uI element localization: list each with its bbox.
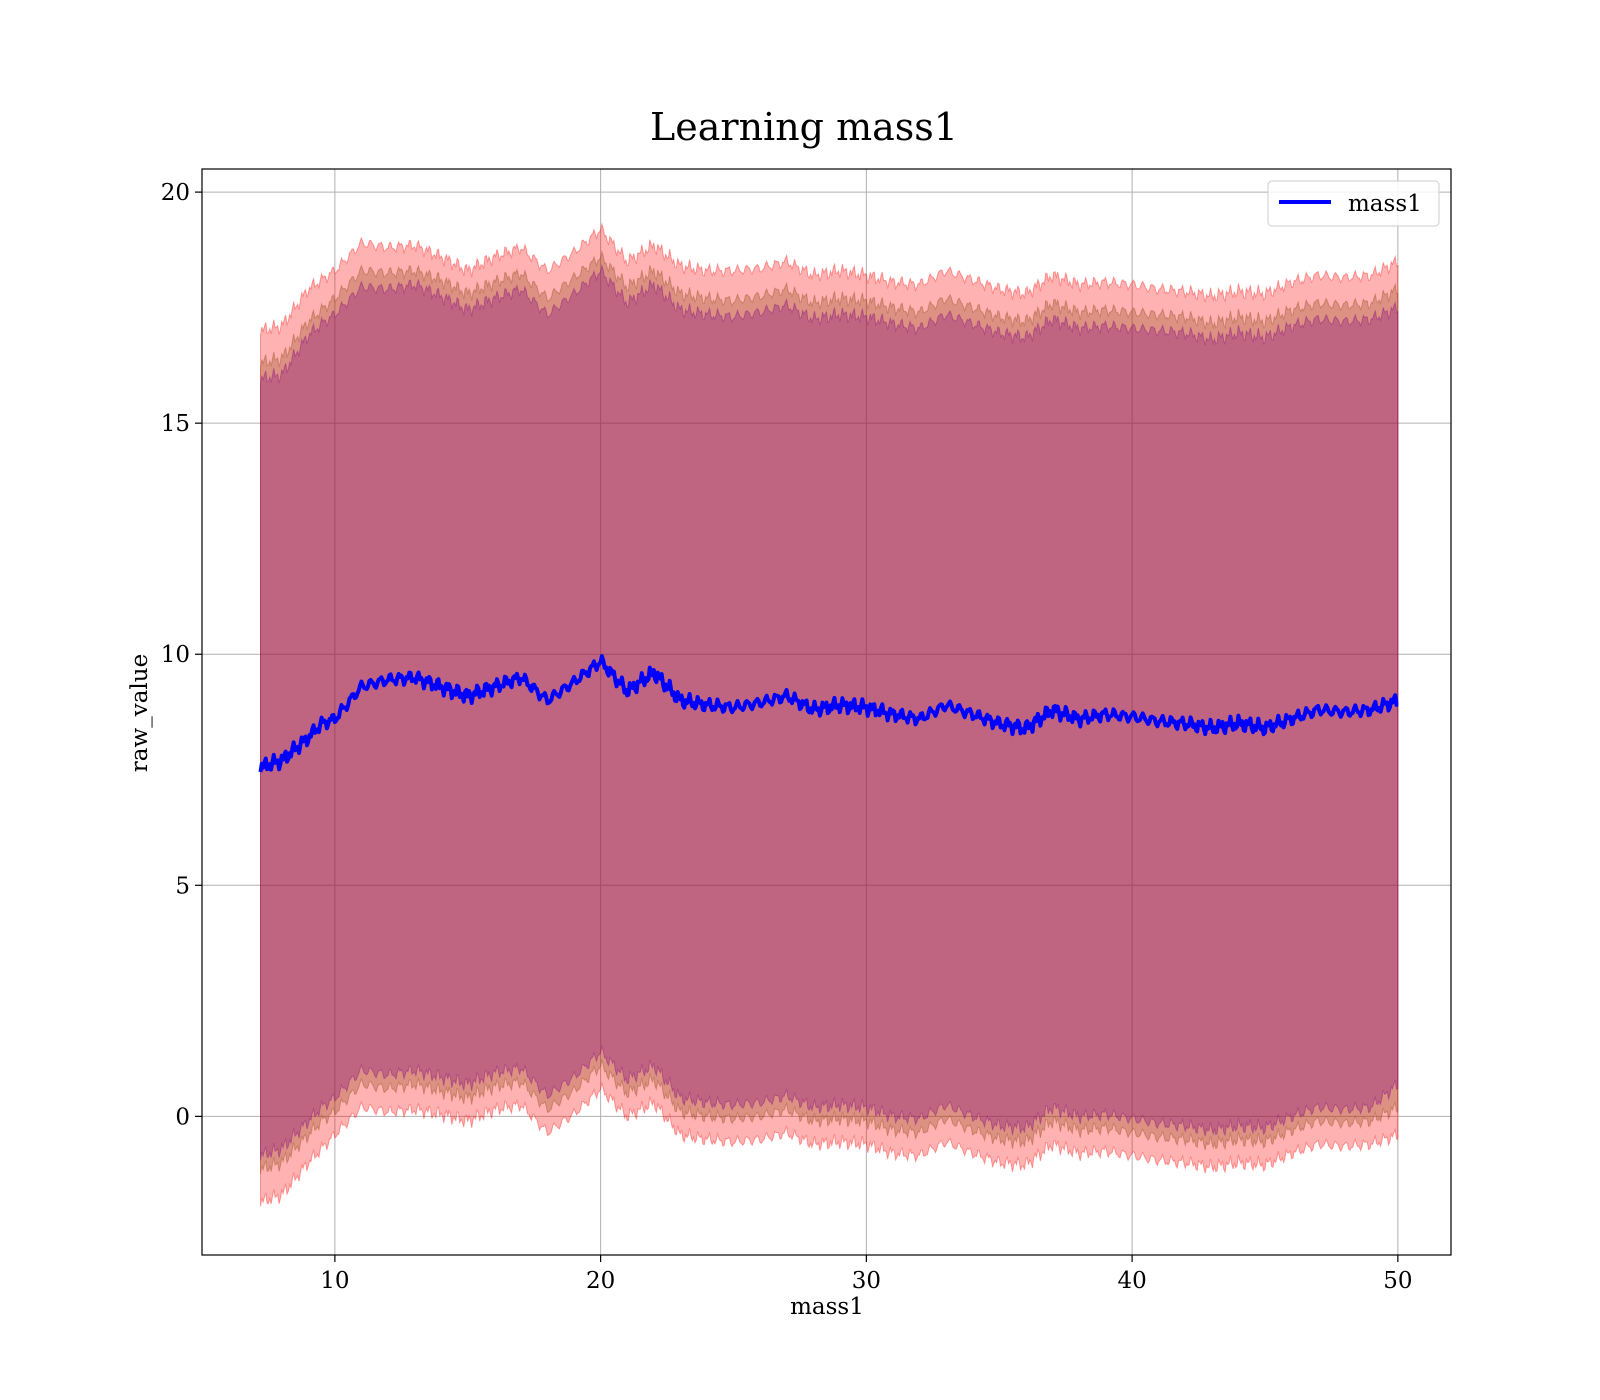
y-tick-label: 20 — [161, 180, 190, 206]
axis-ticks: 10 20 30 40 50 0 5 10 15 20 — [161, 180, 1413, 1294]
x-tick-label: 10 — [320, 1268, 349, 1294]
plot-frame — [201, 168, 1452, 1256]
y-tick-label: 15 — [161, 411, 190, 437]
x-axis-label: mass1 — [790, 1294, 864, 1320]
series-lines — [258, 654, 1399, 773]
series-line-mass1 — [258, 654, 1399, 773]
legend-frame — [1267, 180, 1440, 227]
y-axis-label: raw_value — [127, 654, 153, 772]
x-tick-label: 40 — [1117, 1268, 1146, 1294]
y-tick-label: 0 — [175, 1104, 190, 1130]
legend: mass1 — [1267, 180, 1440, 227]
chart-title: Learning mass1 — [650, 105, 958, 149]
x-tick-label: 50 — [1383, 1268, 1412, 1294]
band-outer — [260, 222, 1399, 1207]
y-tick-label: 10 — [161, 642, 190, 668]
y-tick-label: 5 — [175, 873, 190, 899]
x-tick-label: 30 — [852, 1268, 881, 1294]
grid-lines — [202, 169, 1451, 1255]
legend-label-mass1: mass1 — [1348, 191, 1422, 217]
uncertainty-bands — [260, 222, 1399, 1207]
x-tick-label: 20 — [586, 1268, 615, 1294]
